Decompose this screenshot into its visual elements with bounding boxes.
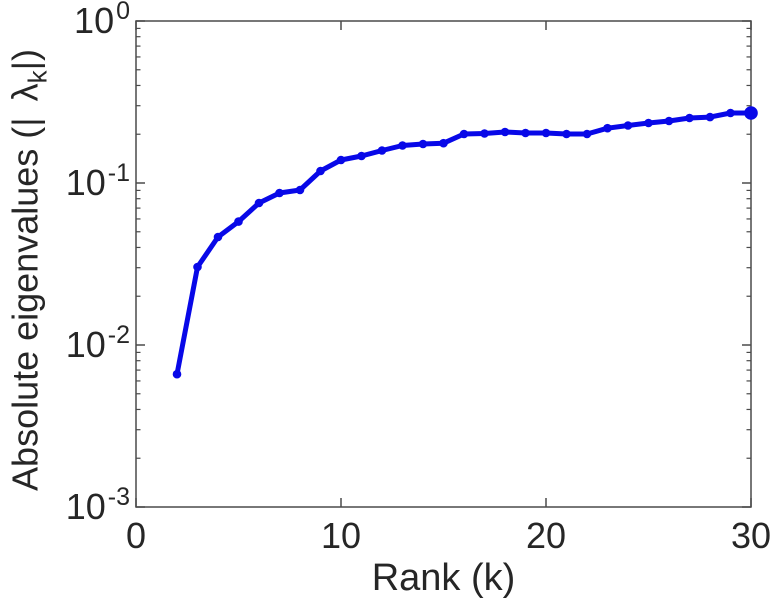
data-point-marker bbox=[172, 369, 182, 379]
y-tick-exponent: 0 bbox=[116, 0, 130, 25]
data-point-marker bbox=[603, 123, 612, 133]
data-point-marker bbox=[234, 217, 243, 226]
axes-box bbox=[135, 20, 752, 508]
data-point-marker bbox=[377, 146, 387, 155]
data-point-marker bbox=[685, 113, 694, 123]
data-point-marker bbox=[562, 129, 571, 139]
data-point-marker bbox=[357, 151, 366, 161]
data-point-marker bbox=[295, 185, 305, 195]
data-point-marker bbox=[623, 121, 633, 130]
x-tick-label-0: 0 bbox=[125, 515, 147, 556]
data-point-marker bbox=[275, 188, 284, 198]
x-axis-label: Rank (k) bbox=[371, 557, 516, 599]
data-point-marker bbox=[500, 127, 510, 137]
lambda-subscript: k bbox=[22, 70, 53, 84]
y-tick-base: 10 bbox=[65, 162, 106, 203]
data-point-marker bbox=[726, 108, 735, 118]
x-tick-label-30: 30 bbox=[730, 515, 772, 556]
y-tick-label-1e-2: 10-2 bbox=[0, 321, 138, 371]
y-axis-label-suffix: |) bbox=[4, 49, 46, 71]
data-point-marker bbox=[541, 128, 551, 138]
data-point-marker bbox=[644, 118, 653, 128]
y-tick-exponent: -3 bbox=[107, 483, 130, 511]
data-point-marker bbox=[664, 116, 674, 126]
data-point-marker bbox=[744, 106, 758, 120]
y-tick-base: 10 bbox=[65, 324, 106, 365]
y-axis-label-prefix: Absolute eigenvalues (| bbox=[4, 117, 46, 491]
y-tick-base: 10 bbox=[65, 486, 106, 527]
y-tick-label-1e0: 100 bbox=[0, 0, 138, 47]
data-point-marker bbox=[705, 112, 715, 122]
x-tick-label-20: 20 bbox=[525, 515, 567, 556]
data-point-marker bbox=[213, 232, 223, 242]
data-point-marker bbox=[418, 139, 428, 149]
data-point-marker bbox=[521, 128, 530, 138]
data-point-marker bbox=[398, 141, 407, 150]
data-point-marker bbox=[582, 129, 592, 139]
y-tick-label-1e-1: 10-1 bbox=[0, 159, 138, 209]
data-point-marker bbox=[459, 129, 469, 139]
data-point-marker bbox=[336, 155, 346, 165]
data-point-marker bbox=[254, 198, 264, 208]
data-point-marker bbox=[480, 129, 489, 138]
data-point-marker bbox=[439, 138, 448, 148]
data-point-marker bbox=[193, 262, 202, 272]
y-tick-exponent: -2 bbox=[107, 321, 130, 349]
y-tick-label-1e-3: 10-3 bbox=[0, 483, 138, 533]
y-tick-base: 10 bbox=[74, 0, 115, 41]
y-axis-label: Absolute eigenvalues (| λk|) bbox=[4, 49, 53, 491]
x-tick-label-10: 10 bbox=[320, 515, 362, 556]
y-tick-exponent: -1 bbox=[107, 159, 130, 187]
data-point-marker bbox=[316, 166, 325, 176]
lambda-symbol: λ bbox=[4, 83, 46, 102]
data-series-line bbox=[174, 110, 754, 377]
